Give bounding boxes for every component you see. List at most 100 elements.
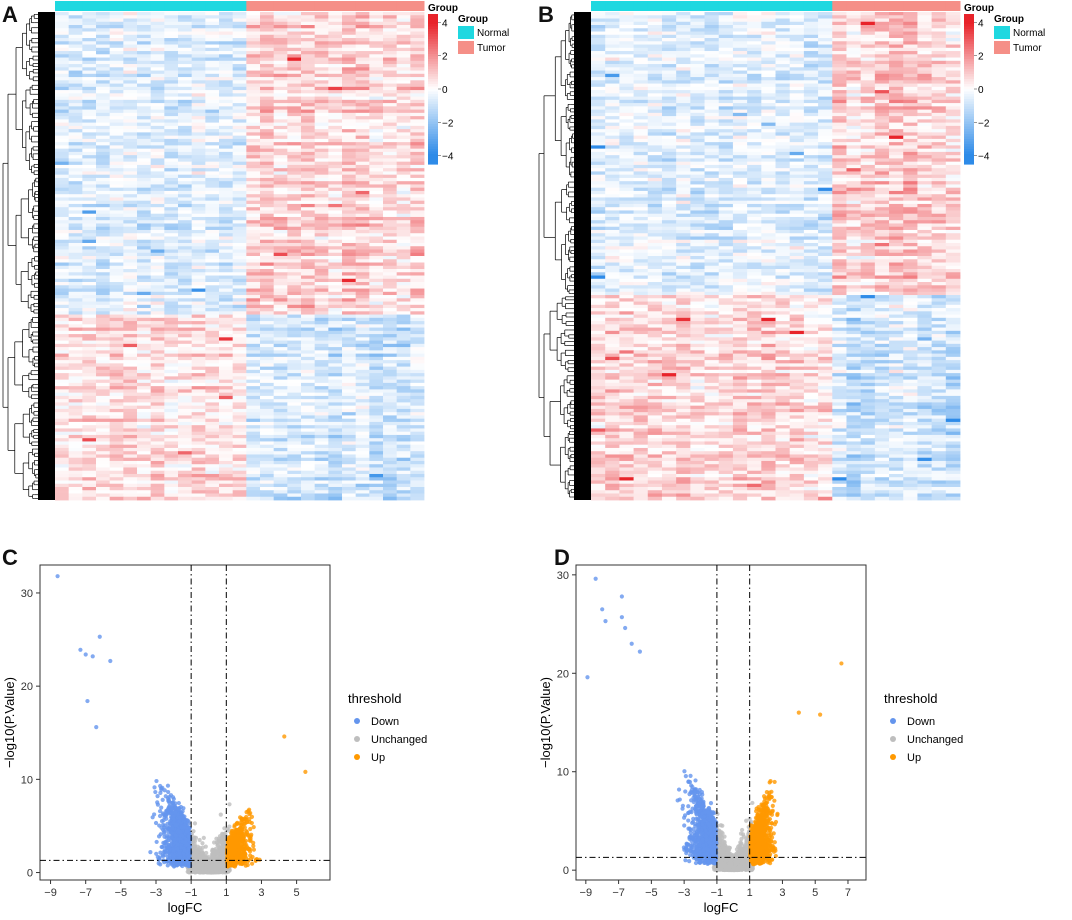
heatmap-cell (889, 25, 904, 29)
heatmap-cell (96, 389, 111, 394)
heatmap-cell (205, 265, 220, 270)
heatmap-cell (219, 164, 234, 169)
heatmap-cell (205, 64, 220, 68)
heatmap-cell (273, 73, 288, 78)
heatmap-cell (55, 132, 70, 137)
heatmap-cell (82, 86, 97, 91)
heatmap-cell (205, 60, 220, 65)
heatmap-cell (191, 408, 206, 413)
heatmap-cell (109, 389, 124, 394)
heatmap-cell (232, 106, 247, 110)
heatmap-cell (647, 28, 663, 32)
heatmap-cell (191, 327, 206, 332)
heatmap-cell (260, 457, 275, 462)
heatmap-cell (273, 125, 288, 130)
heatmap-cell (633, 38, 649, 42)
heatmap-cell (55, 207, 70, 211)
heatmap-cell (396, 486, 411, 491)
heatmap-cell (109, 38, 124, 42)
heatmap-cell (150, 83, 165, 88)
heatmap-cell (55, 337, 70, 341)
heatmap-cell (287, 242, 302, 247)
heatmap-cell (301, 15, 316, 19)
heatmap-cell (369, 103, 384, 107)
heatmap-cell (150, 311, 165, 315)
heatmap-cell (164, 168, 179, 172)
heatmap-cell (260, 330, 275, 335)
heatmap-cell (123, 181, 138, 185)
heatmap-cell (205, 83, 220, 88)
heatmap-cell (96, 18, 111, 23)
heatmap-cell (355, 181, 370, 185)
heatmap-cell (410, 379, 425, 384)
heatmap-cell (410, 425, 425, 429)
group-bar-tumor-cell (396, 1, 411, 11)
heatmap-cell (369, 350, 384, 354)
heatmap-cell (164, 226, 179, 231)
heatmap-cell (355, 155, 370, 159)
heatmap-cell (314, 181, 329, 185)
heatmap-cell (383, 246, 398, 250)
heatmap-cell (260, 158, 275, 163)
heatmap-cell (355, 288, 370, 293)
group-bar-tumor-cell (273, 1, 288, 11)
heatmap-cell (96, 161, 111, 166)
heatmap-cell (355, 174, 370, 179)
heatmap-cell (123, 334, 138, 338)
heatmap-cell (164, 12, 179, 16)
heatmap-cell (396, 402, 411, 407)
heatmap-cell (109, 272, 124, 276)
heatmap-cell (355, 132, 370, 137)
heatmap-cell (150, 158, 165, 163)
heatmap-cell (96, 187, 111, 192)
heatmap-cell (96, 210, 111, 215)
heatmap-cell (123, 106, 138, 110)
heatmap-cell (205, 356, 220, 361)
heatmap-cell (150, 12, 165, 16)
heatmap-cell (903, 44, 918, 49)
heatmap-cell (55, 356, 70, 361)
heatmap-cell (219, 190, 234, 195)
heatmap-cell (328, 395, 343, 400)
heatmap-cell (109, 454, 124, 459)
heatmap-cell (314, 483, 329, 488)
heatmap-cell (219, 311, 234, 315)
heatmap-cell (164, 304, 179, 309)
heatmap-cell (232, 298, 247, 302)
heatmap-cell (287, 60, 302, 65)
color-scale-segment (428, 74, 438, 78)
heatmap-cell (232, 272, 247, 276)
heatmap-cell (369, 158, 384, 163)
heatmap-cell (383, 213, 398, 218)
heatmap-cell (369, 405, 384, 410)
heatmap-cell (55, 57, 70, 62)
heatmap-cell (82, 207, 97, 211)
heatmap-cell (164, 64, 179, 68)
heatmap-cell (109, 343, 124, 348)
heatmap-cell (410, 451, 425, 455)
heatmap-cell (205, 96, 220, 101)
heatmap-cell (96, 369, 111, 374)
heatmap-cell (383, 451, 398, 455)
heatmap-cell (205, 236, 220, 241)
heatmap-cell (355, 256, 370, 260)
heatmap-cell (355, 236, 370, 241)
heatmap-cell (287, 233, 302, 237)
heatmap-cell (396, 233, 411, 237)
heatmap-cell (123, 418, 138, 423)
heatmap-cell (178, 210, 193, 215)
heatmap-cell (82, 408, 97, 413)
heatmap-cell (328, 473, 343, 478)
heatmap-cell (410, 25, 425, 29)
heatmap-cell (246, 148, 261, 153)
heatmap-cell (328, 275, 343, 280)
heatmap-cell (301, 86, 316, 91)
heatmap-cell (82, 47, 97, 52)
heatmap-cell (287, 327, 302, 332)
heatmap-cell (178, 99, 193, 104)
heatmap-cell (232, 138, 247, 143)
heatmap-cell (301, 38, 316, 42)
heatmap-cell (328, 353, 343, 358)
heatmap-cell (55, 246, 70, 250)
group-bar-normal-cell (718, 1, 734, 11)
